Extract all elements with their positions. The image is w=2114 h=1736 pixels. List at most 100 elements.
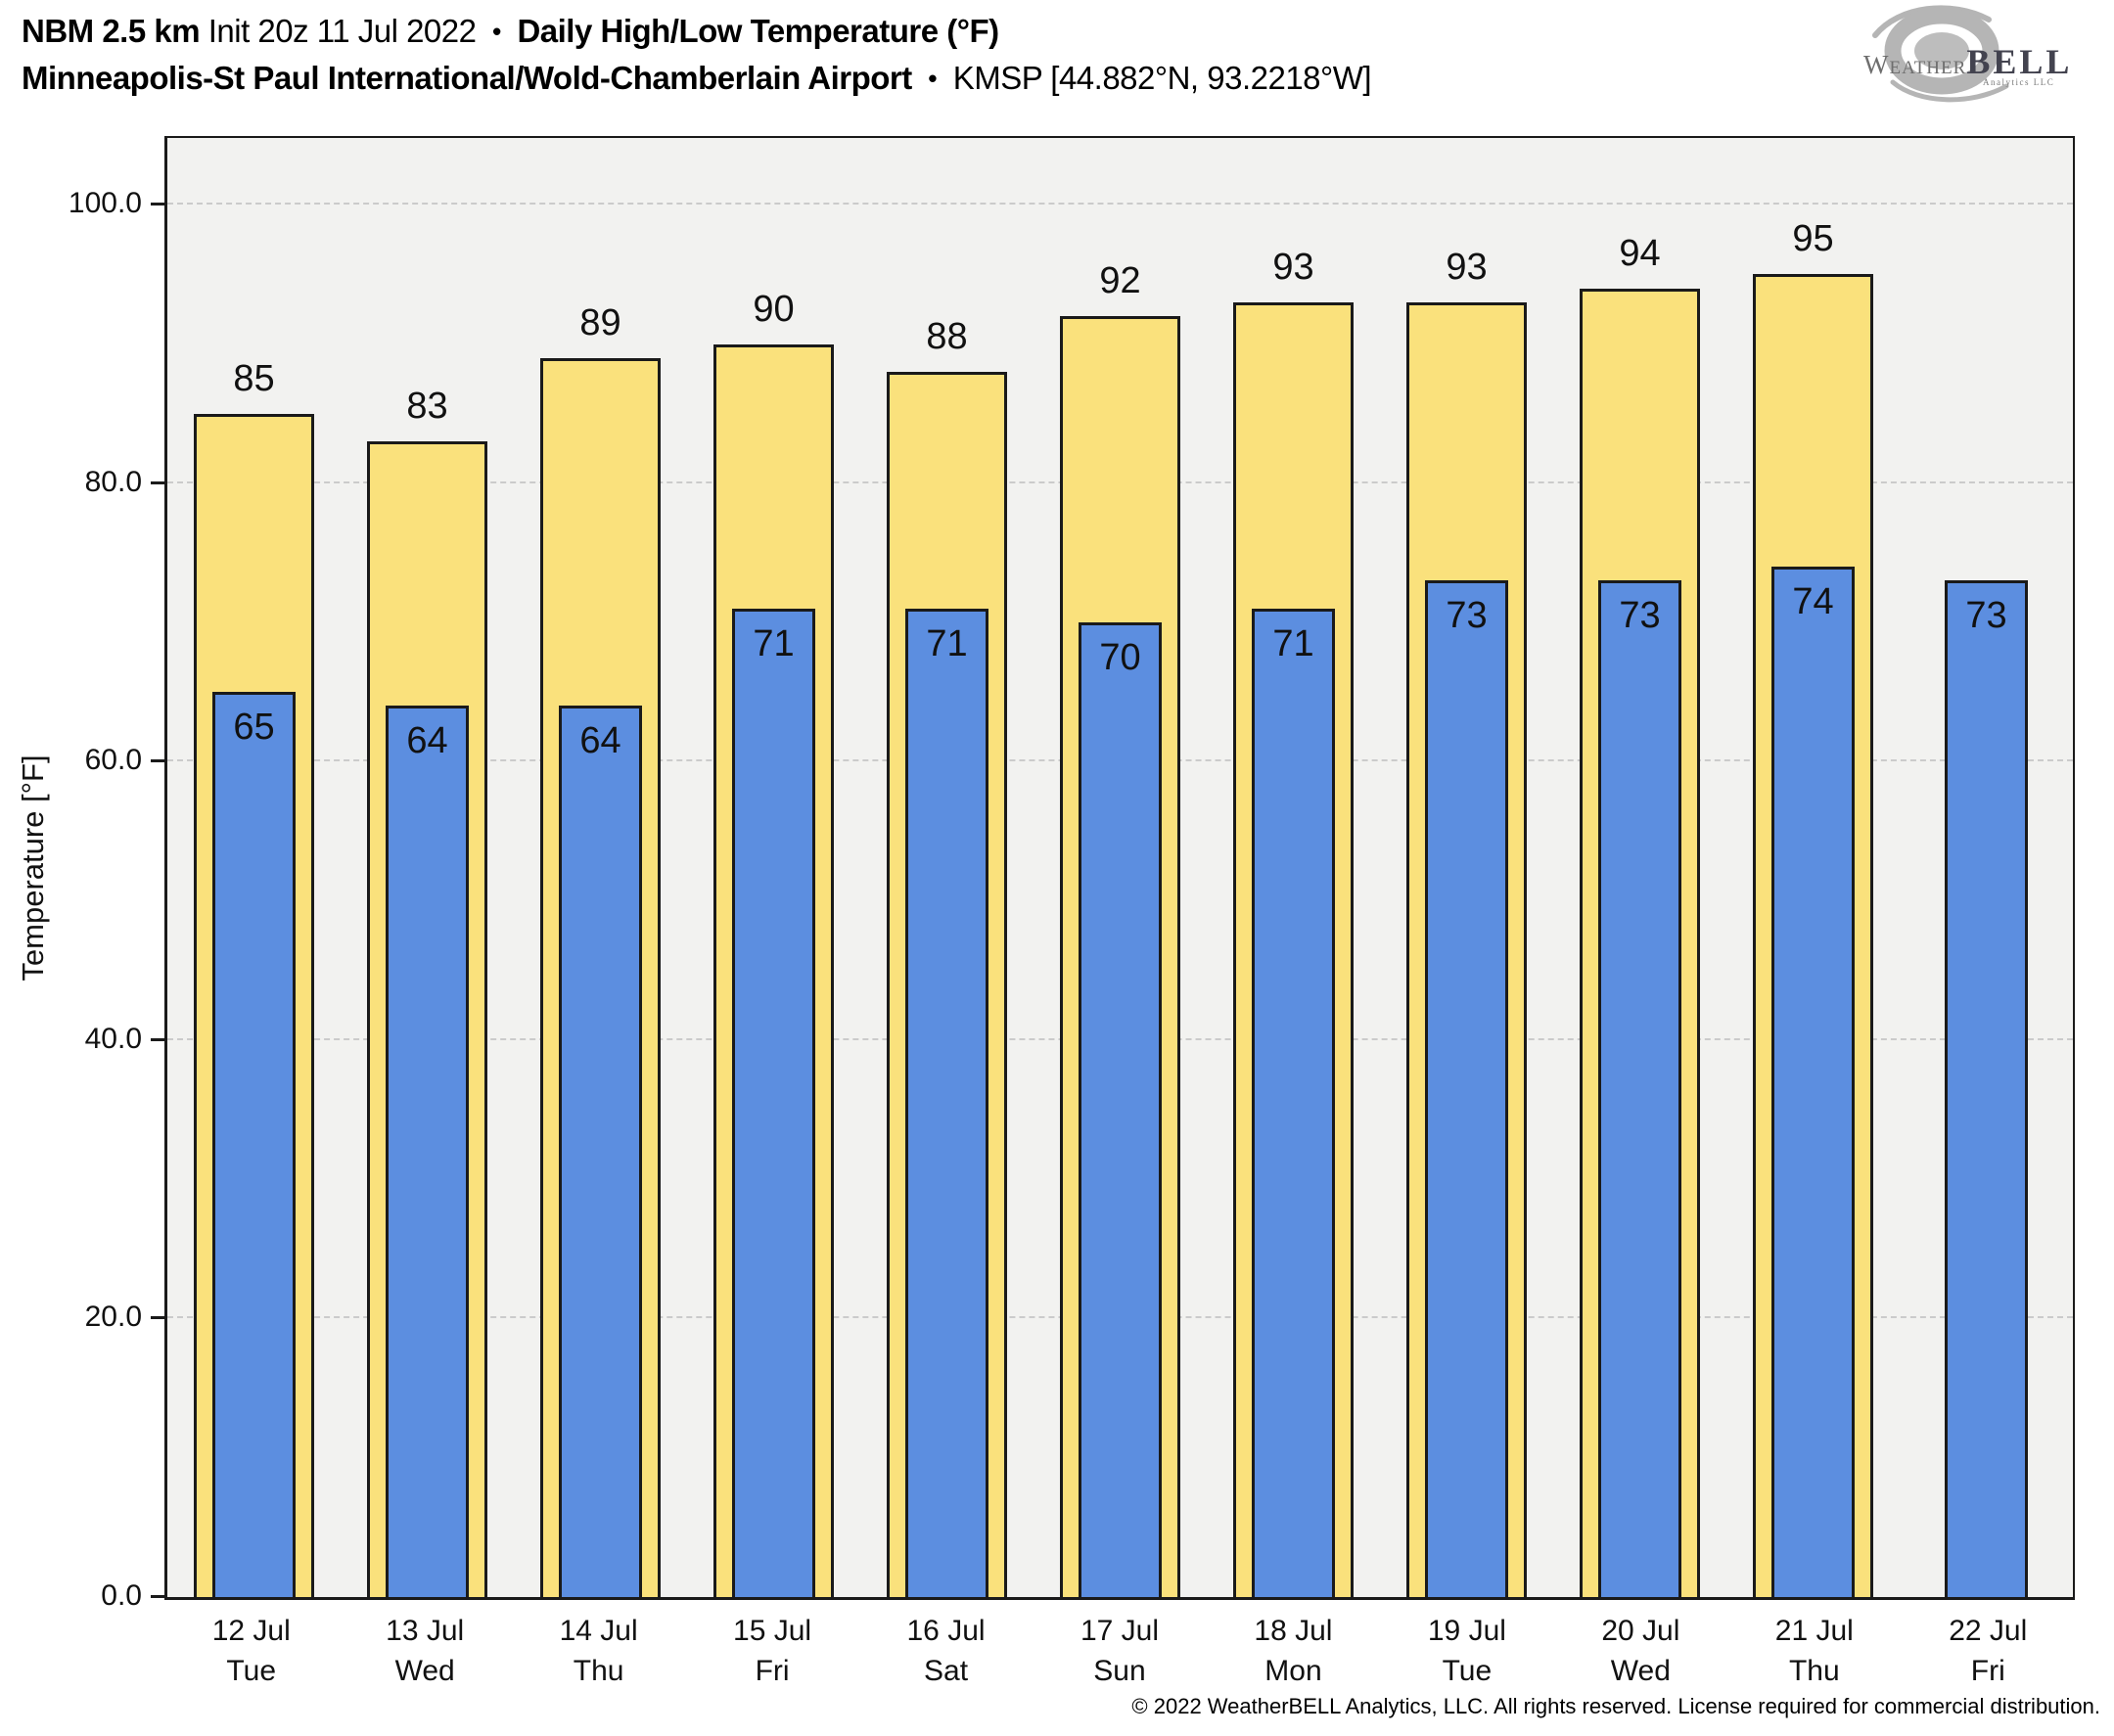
y-tick-label: 0.0 (101, 1579, 142, 1612)
x-tick-weekday: Sun (1093, 1655, 1146, 1687)
x-tick-weekday: Tue (1442, 1655, 1493, 1687)
low-bar: 71 (1252, 608, 1335, 1597)
plot-area: 0.0 20.0 40.0 60.0 80.0 100.0 85 65 83 64 89 64 90 71… (69, 136, 2075, 1612)
y-tick-mark (151, 203, 164, 206)
logo-analytics-text: Analytics LLC (1983, 77, 2055, 87)
x-tick-label: 13 Jul Wed (338, 1611, 511, 1691)
day-column-18-Jul: 93 71 (1207, 138, 1380, 1597)
low-bar: 71 (732, 608, 815, 1597)
high-value-label: 94 (1619, 232, 1661, 274)
day-column-21-Jul: 95 74 (1726, 138, 1900, 1597)
high-value-label: 88 (926, 316, 968, 358)
x-tick-weekday: Fri (755, 1655, 790, 1687)
day-column-16-Jul: 88 71 (860, 138, 1034, 1597)
x-tick-weekday: Wed (1610, 1655, 1671, 1687)
x-tick-weekday: Fri (1970, 1655, 2005, 1687)
x-tick-label: 17 Jul Sun (1033, 1611, 1206, 1691)
day-column-13-Jul: 83 64 (341, 138, 514, 1597)
logo-bell-text: BELL (1966, 42, 2073, 81)
x-tick-weekday: Sat (924, 1655, 969, 1687)
low-value-label: 65 (233, 707, 275, 749)
x-tick-weekday: Tue (226, 1655, 277, 1687)
logo-weather-text: Weather (1863, 50, 1967, 79)
header: NBM 2.5 km Init 20z 11 Jul 2022 • Daily … (22, 8, 1372, 102)
x-tick-date: 13 Jul (386, 1615, 465, 1647)
high-value-label: 93 (1446, 246, 1488, 288)
y-tick-mark (151, 1595, 164, 1598)
x-tick-weekday: Wed (394, 1655, 455, 1687)
day-column-20-Jul: 94 73 (1553, 138, 1726, 1597)
subtitle-line: Minneapolis-St Paul International/Wold-C… (22, 55, 1372, 102)
x-tick-weekday: Thu (573, 1655, 624, 1687)
low-value-label: 71 (926, 622, 968, 664)
x-tick-date: 19 Jul (1427, 1615, 1506, 1647)
low-bar: 64 (386, 706, 469, 1597)
y-axis-title: Temperature [°F] (16, 754, 50, 982)
high-value-label: 92 (1099, 260, 1141, 302)
init-time: Init 20z 11 Jul 2022 (207, 13, 477, 49)
y-tick-mark (151, 480, 164, 484)
day-column-12-Jul: 85 65 (167, 138, 341, 1597)
x-tick-date: 22 Jul (1949, 1615, 2028, 1647)
y-tick-mark (151, 1037, 164, 1041)
low-value-label: 71 (753, 622, 795, 664)
high-value-label: 85 (233, 357, 275, 399)
x-tick-label: 21 Jul Thu (1727, 1611, 1901, 1691)
x-tick-label: 14 Jul Thu (512, 1611, 685, 1691)
day-column-15-Jul: 90 71 (687, 138, 860, 1597)
low-bar: 74 (1771, 567, 1855, 1597)
y-tick-label: 40.0 (84, 1022, 142, 1055)
x-tick-label: 20 Jul Wed (1554, 1611, 1727, 1691)
day-column-17-Jul: 92 70 (1034, 138, 1207, 1597)
product-name: Daily High/Low Temperature (°F) (517, 13, 999, 49)
low-value-label: 74 (1792, 581, 1834, 623)
copyright-notice: © 2022 WeatherBELL Analytics, LLC. All r… (1131, 1694, 2100, 1718)
low-value-label: 73 (1619, 595, 1661, 637)
low-value-label: 71 (1272, 622, 1314, 664)
low-bar: 71 (905, 608, 988, 1597)
low-bar: 73 (1598, 580, 1681, 1597)
x-tick-label: 16 Jul Sat (859, 1611, 1033, 1691)
x-tick-label: 22 Jul Fri (1902, 1611, 2075, 1691)
x-tick-label: 19 Jul Tue (1380, 1611, 1553, 1691)
x-tick-date: 12 Jul (211, 1615, 291, 1647)
logo-text: WeatherBELL (1863, 41, 2072, 82)
x-tick-date: 18 Jul (1254, 1615, 1333, 1647)
low-value-label: 64 (406, 720, 448, 762)
day-column-19-Jul: 93 73 (1380, 138, 1553, 1597)
title-line: NBM 2.5 km Init 20z 11 Jul 2022 • Daily … (22, 8, 1371, 55)
y-tick-mark (151, 759, 164, 763)
y-tick-label: 80.0 (84, 465, 142, 498)
weatherbell-logo: WeatherBELL Analytics LLC (1858, 2, 2110, 110)
title-separator: • (492, 17, 501, 46)
x-tick-date: 16 Jul (906, 1615, 986, 1647)
station-name: Minneapolis-St Paul International/Wold-C… (22, 60, 912, 96)
x-tick-date: 17 Jul (1080, 1615, 1160, 1647)
x-tick-label: 15 Jul Fri (685, 1611, 858, 1691)
gridline-100.0 (167, 203, 2073, 206)
x-axis-labels: 12 Jul Tue 13 Jul Wed 14 Jul Thu 15 Jul Fri 16 J… (164, 1611, 2075, 1691)
x-tick-weekday: Thu (1788, 1655, 1840, 1687)
low-value-label: 70 (1099, 637, 1141, 679)
y-tick-label: 100.0 (68, 187, 142, 220)
low-value-label: 73 (1446, 595, 1488, 637)
low-bar: 64 (559, 706, 642, 1597)
low-bar: 73 (1945, 580, 2028, 1597)
subtitle-separator: • (928, 64, 938, 93)
high-value-label: 89 (579, 301, 621, 343)
low-value-label: 64 (579, 720, 621, 762)
x-tick-date: 21 Jul (1774, 1615, 1854, 1647)
x-tick-date: 14 Jul (559, 1615, 638, 1647)
y-tick-label: 20.0 (84, 1301, 142, 1334)
high-value-label: 83 (406, 386, 448, 428)
high-value-label: 95 (1792, 218, 1834, 260)
low-bar: 70 (1079, 622, 1162, 1597)
low-bar: 73 (1425, 580, 1508, 1597)
x-tick-label: 18 Jul Mon (1207, 1611, 1380, 1691)
high-value-label: 93 (1272, 246, 1314, 288)
y-tick-label: 60.0 (84, 744, 142, 777)
bars-container: 85 65 83 64 89 64 90 71 88 71 92 70 93 71 93 73 94 73 95 74… (167, 138, 2073, 1597)
y-tick-mark (151, 1316, 164, 1320)
hurricane-swirl-icon (1872, 5, 2009, 103)
